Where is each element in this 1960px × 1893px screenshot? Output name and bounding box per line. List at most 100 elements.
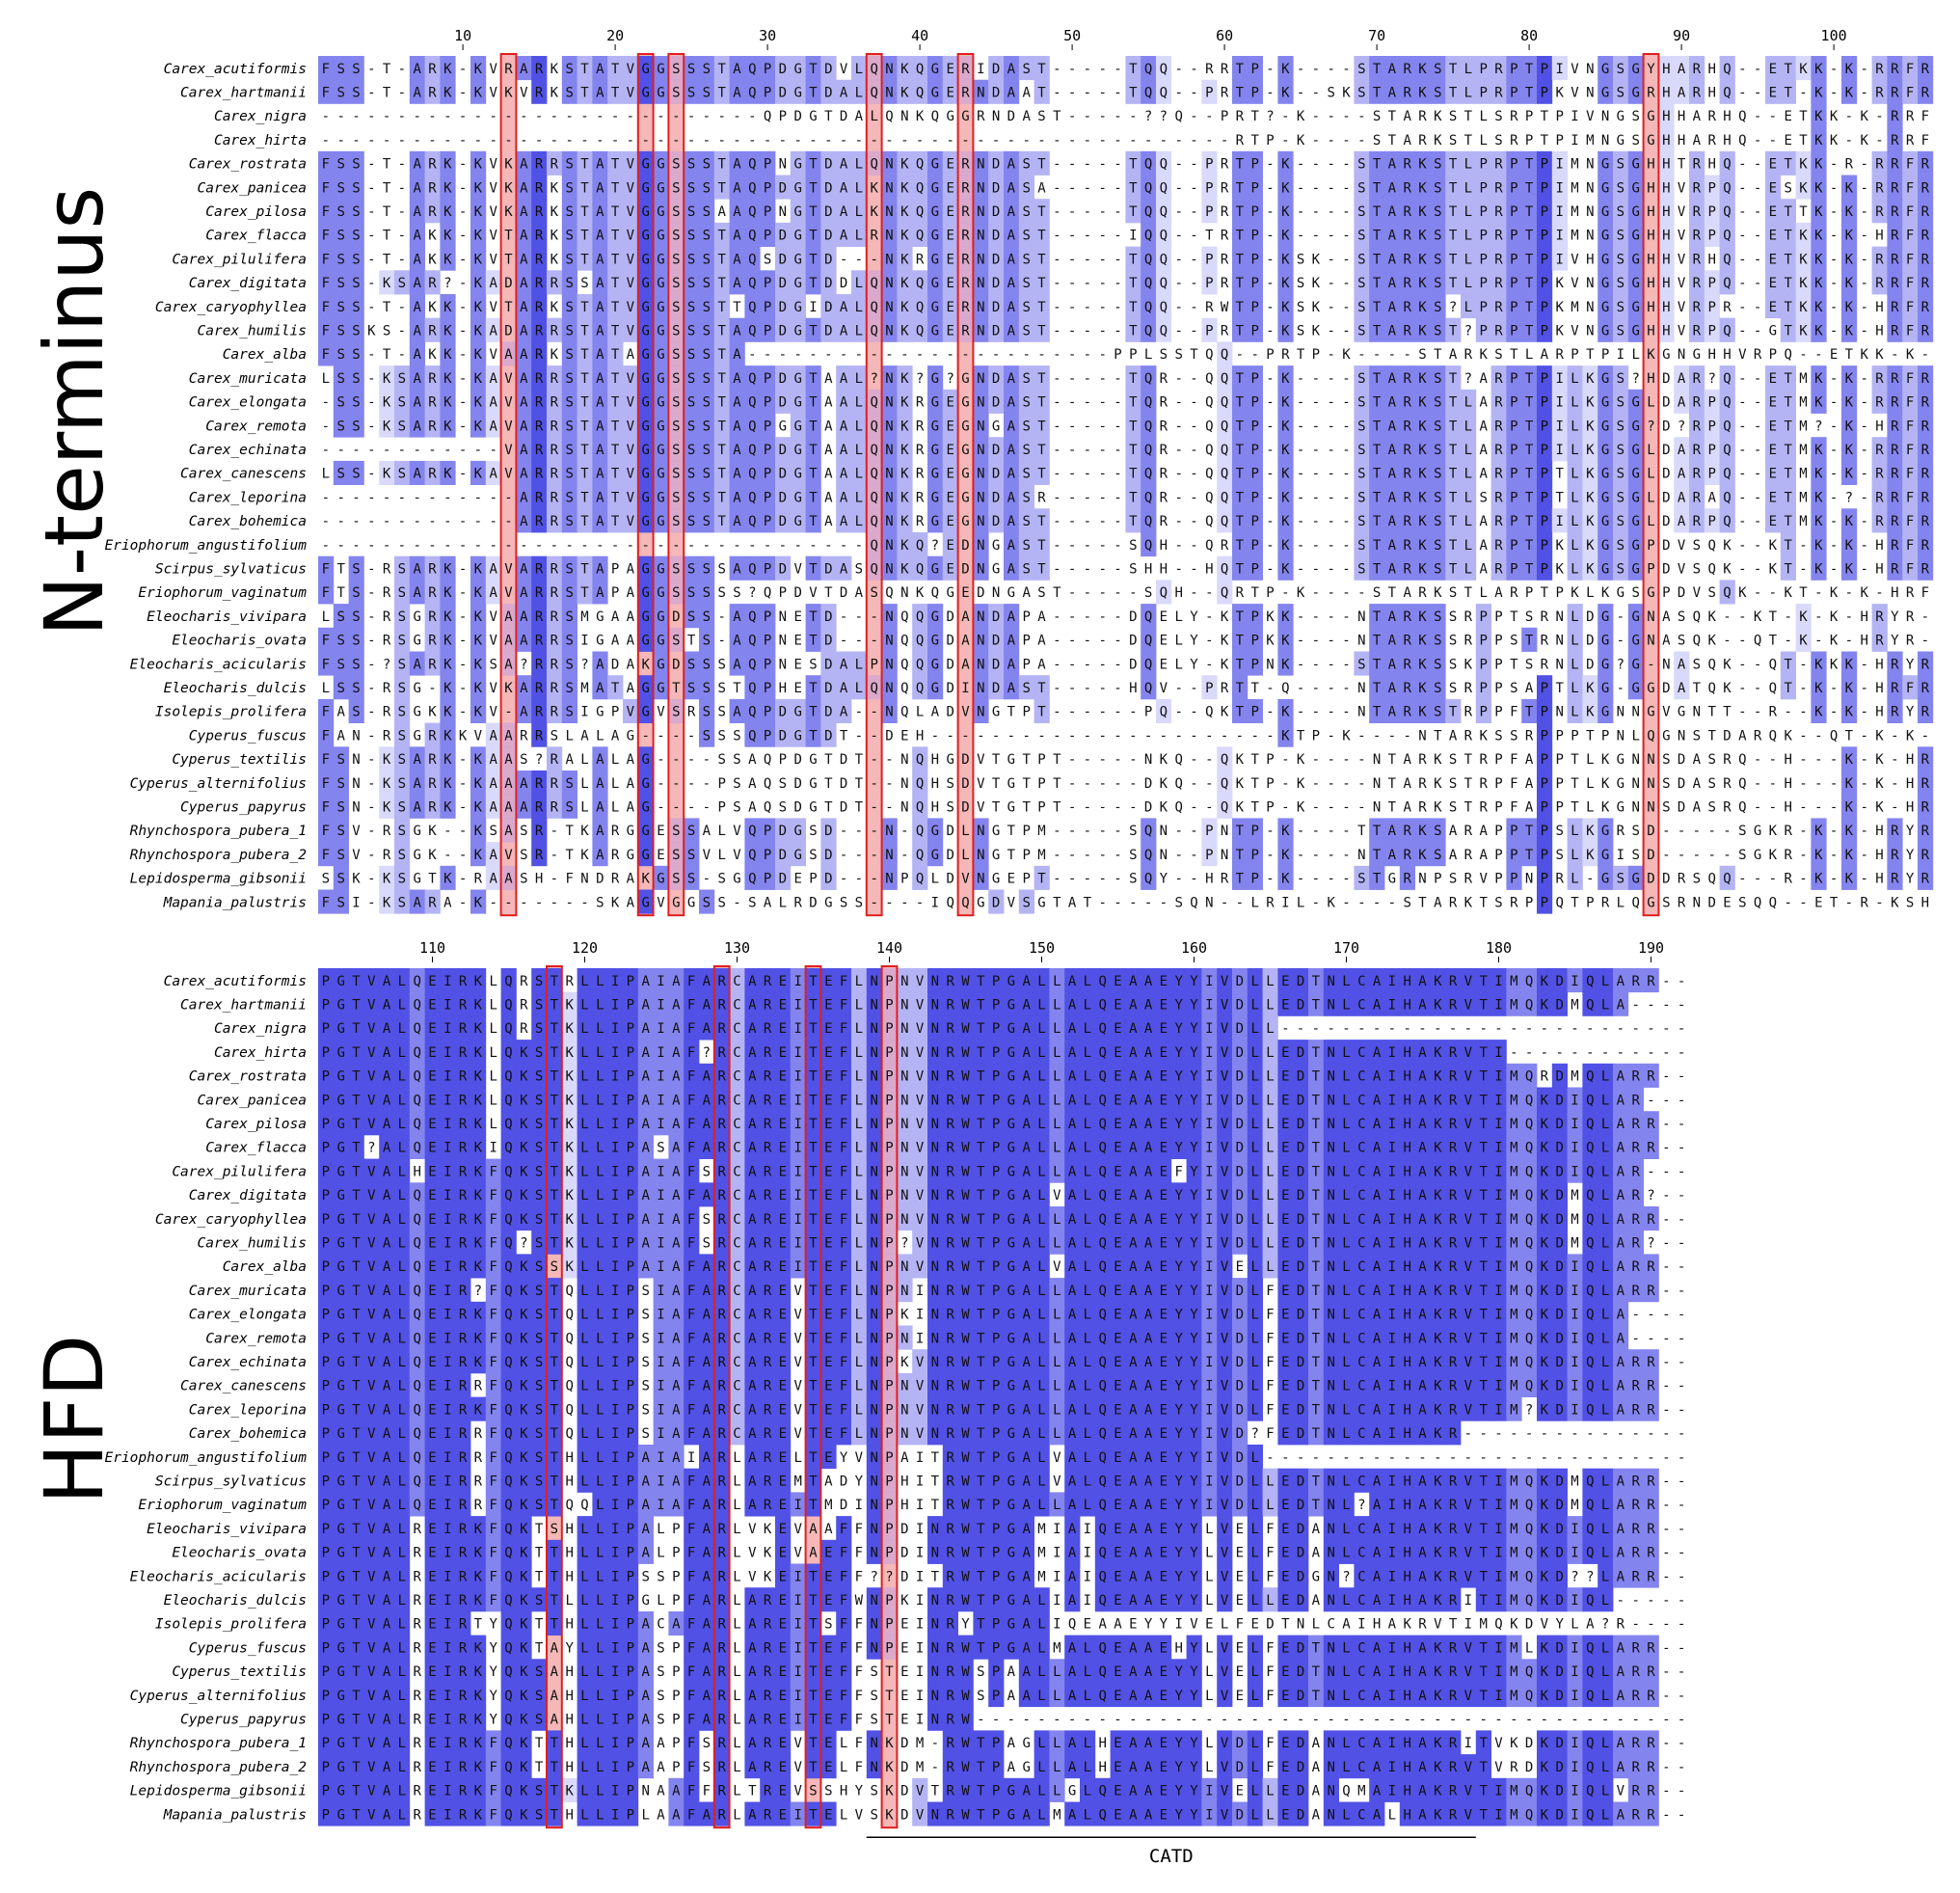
residue-letter: T [1434, 728, 1442, 744]
residue-letter: T [1784, 514, 1792, 529]
residue-cell [1506, 56, 1522, 81]
residue-letter: A [824, 490, 833, 505]
residue-letter: T [611, 681, 620, 696]
residue-letter: L [1571, 681, 1578, 696]
residue-letter: R [535, 180, 544, 196]
residue-letter: - [1312, 443, 1320, 458]
residue-letter: K [1160, 752, 1168, 768]
residue-letter: - [1174, 180, 1182, 196]
residue-letter: - [1266, 323, 1274, 338]
residue-letter: G [1647, 681, 1654, 696]
residue-letter: T [1464, 133, 1473, 149]
residue-cell [531, 56, 548, 81]
residue-letter: L [1631, 347, 1639, 363]
residue-letter: P [1541, 467, 1548, 482]
residue-letter: - [764, 133, 771, 149]
residue-letter: S [1357, 490, 1365, 505]
residue-letter: - [1190, 467, 1197, 482]
residue-letter: K [1281, 443, 1290, 458]
residue-letter: - [1860, 538, 1867, 554]
residue-letter: T [1784, 371, 1792, 387]
residue-letter: D [793, 109, 801, 124]
residue-letter: S [703, 657, 711, 672]
taxon-name: Eriophorum_vaginatum [138, 585, 307, 601]
residue-letter: - [474, 514, 482, 529]
residue-letter: A [1693, 133, 1702, 149]
residue-letter: T [580, 180, 589, 196]
residue-letter: Q [1160, 323, 1168, 338]
residue-letter: K [1297, 752, 1305, 768]
residue-cell [1247, 79, 1263, 104]
residue-letter: V [489, 634, 497, 649]
residue-letter: N [1555, 609, 1563, 625]
residue-letter: R [1906, 109, 1915, 124]
residue-letter: T [1449, 467, 1458, 482]
residue-letter: S [672, 229, 680, 244]
residue-letter: R [1403, 276, 1411, 291]
residue-letter: R [1891, 276, 1899, 291]
residue-letter: G [413, 728, 420, 744]
residue-letter: Q [1707, 538, 1715, 554]
residue-letter: A [1693, 109, 1702, 124]
residue-letter: S [352, 395, 360, 411]
residue-letter: P [1205, 276, 1213, 291]
residue-cell [1598, 56, 1614, 81]
residue-cell [912, 150, 928, 176]
residue-letter: - [1114, 252, 1121, 267]
residue-letter: - [1084, 347, 1091, 363]
residue-letter: N [779, 204, 787, 220]
residue-letter: T [1129, 85, 1138, 100]
residue-cell [1384, 150, 1401, 176]
residue-letter: A [840, 705, 848, 720]
residue-letter: R [916, 490, 925, 505]
residue-cell [729, 79, 745, 104]
taxon-name: Carex_elongata [189, 395, 307, 411]
residue-letter: F [1906, 229, 1914, 244]
residue-cell [424, 175, 441, 200]
residue-letter: K [1434, 776, 1442, 792]
residue-letter: H [1875, 538, 1883, 554]
residue-letter: K [1830, 133, 1839, 149]
residue-cell [607, 175, 624, 200]
residue-letter: - [1403, 728, 1410, 744]
residue-letter: F [322, 323, 330, 338]
residue-letter: S [565, 681, 573, 696]
residue-letter: P [1494, 776, 1502, 792]
residue-letter: Q [748, 609, 756, 625]
residue-letter: T [717, 467, 726, 482]
residue-letter: L [855, 85, 863, 100]
residue-letter: G [641, 300, 649, 315]
residue-cell [1719, 79, 1735, 104]
residue-letter: R [550, 681, 559, 696]
residue-letter: Q [1144, 276, 1152, 291]
residue-letter: V [627, 157, 635, 173]
residue-letter: R [1555, 347, 1564, 363]
residue-letter: - [1327, 467, 1334, 482]
residue-letter: H [1160, 561, 1168, 577]
residue-letter: V [520, 85, 528, 100]
residue-cell [1521, 79, 1538, 104]
residue-letter: - [1921, 609, 1929, 625]
residue-letter: A [611, 609, 620, 625]
residue-letter: V [1678, 204, 1686, 220]
residue-letter: T [809, 180, 818, 196]
residue-letter: A [520, 180, 528, 196]
residue-letter: G [641, 561, 649, 577]
residue-letter: - [1114, 538, 1121, 554]
residue-letter: A [1479, 561, 1488, 577]
residue-letter: N [1418, 728, 1426, 744]
residue-cell [1430, 79, 1446, 104]
residue-letter: - [1297, 657, 1304, 672]
residue-letter: - [459, 561, 467, 577]
residue-letter: Q [916, 323, 924, 338]
residue-cell [805, 56, 821, 81]
residue-letter: S [336, 323, 344, 338]
residue-letter: - [717, 133, 725, 149]
residue-letter: - [1297, 538, 1304, 554]
residue-letter: R [1891, 300, 1899, 315]
residue-letter: T [383, 180, 391, 196]
residue-letter: A [596, 467, 604, 482]
residue-letter: - [1754, 323, 1761, 338]
residue-letter: L [1479, 133, 1487, 149]
residue-letter: K [1160, 776, 1168, 792]
